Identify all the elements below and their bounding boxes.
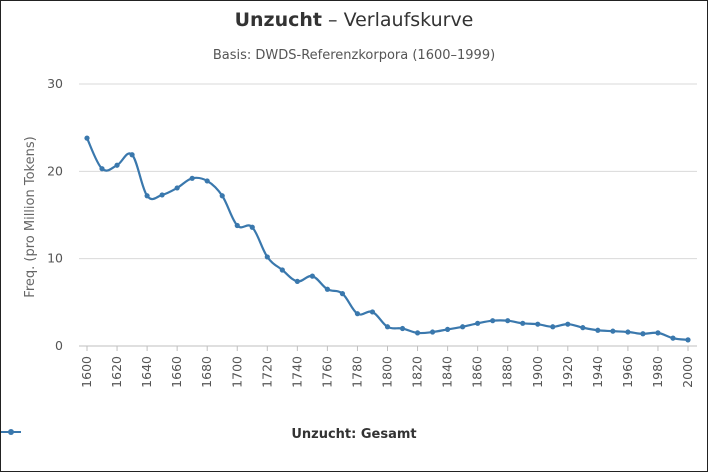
data-point[interactable] xyxy=(159,192,165,198)
x-tick-label: 1980 xyxy=(650,356,665,388)
x-tick-label: 1800 xyxy=(380,356,395,388)
grid-lines xyxy=(79,83,697,347)
data-point[interactable] xyxy=(685,337,691,343)
data-point[interactable] xyxy=(324,286,330,292)
data-point[interactable] xyxy=(475,320,481,326)
data-point[interactable] xyxy=(249,224,255,230)
y-tick-label: 0 xyxy=(55,338,63,353)
data-point[interactable] xyxy=(99,166,105,172)
x-tick-label: 1860 xyxy=(470,356,485,388)
data-point[interactable] xyxy=(369,309,376,315)
data-point[interactable] xyxy=(640,331,646,337)
y-axis-label: Freq. (pro Million Tokens) xyxy=(23,136,38,297)
series-group xyxy=(84,135,691,343)
x-tick-label: 1940 xyxy=(590,356,605,388)
x-tick-label: 1820 xyxy=(410,356,425,388)
x-tick-labels: 1600 1620 1640 1660 1680 1700 1720 1740 1760 1780… xyxy=(79,346,695,388)
data-point[interactable] xyxy=(294,278,300,284)
data-point[interactable] xyxy=(384,324,391,330)
x-tick-label: 1600 xyxy=(79,356,94,388)
data-point[interactable] xyxy=(535,321,541,327)
data-point[interactable] xyxy=(174,185,180,191)
data-point[interactable] xyxy=(114,162,120,168)
data-point[interactable] xyxy=(505,318,511,324)
data-point[interactable] xyxy=(565,321,571,327)
x-tick-label: 1640 xyxy=(139,356,154,388)
data-point[interactable] xyxy=(625,329,631,335)
y-tick-label: 30 xyxy=(47,76,63,91)
legend[interactable]: Unzucht: Gesamt xyxy=(1,427,707,442)
series-line xyxy=(86,137,689,341)
x-tick-label: 1760 xyxy=(319,356,334,388)
data-point[interactable] xyxy=(144,193,150,199)
data-point[interactable] xyxy=(460,324,466,330)
data-point[interactable] xyxy=(595,327,601,333)
data-point[interactable] xyxy=(84,135,90,141)
legend-label: Unzucht: Gesamt xyxy=(291,427,417,442)
data-point[interactable] xyxy=(610,328,616,334)
x-tick-label: 1700 xyxy=(229,356,244,388)
chart-subtitle: Basis: DWDS-Referenzkorpora (1600–1999) xyxy=(212,48,496,63)
x-tick-label: 2000 xyxy=(680,356,695,388)
data-point[interactable] xyxy=(655,330,661,336)
data-point[interactable] xyxy=(520,320,526,326)
x-tick-label: 1920 xyxy=(560,356,575,388)
chart-title: Unzucht – Verlaufskurve xyxy=(1,9,707,31)
x-tick-label: 1720 xyxy=(259,356,274,388)
x-tick-label: 1740 xyxy=(289,356,304,388)
y-tick-labels: 0 10 20 30 xyxy=(47,76,63,353)
y-tick-label: 10 xyxy=(47,251,63,266)
data-point[interactable] xyxy=(129,152,135,158)
x-tick-label: 1680 xyxy=(199,356,214,388)
title-term: Unzucht xyxy=(234,9,323,31)
data-point[interactable] xyxy=(354,311,361,317)
data-point[interactable] xyxy=(204,178,210,184)
data-point[interactable] xyxy=(234,222,240,229)
data-point[interactable] xyxy=(580,325,586,331)
x-tick-label: 1840 xyxy=(440,356,455,388)
data-point[interactable] xyxy=(399,325,406,332)
data-point[interactable] xyxy=(445,326,451,333)
legend-swatch-icon xyxy=(1,429,21,435)
x-tick-label: 1960 xyxy=(620,356,635,388)
data-point[interactable] xyxy=(670,335,676,341)
data-point[interactable] xyxy=(309,273,315,279)
x-tick-label: 1900 xyxy=(530,356,545,388)
data-point[interactable] xyxy=(490,318,496,324)
data-point[interactable] xyxy=(414,330,421,336)
y-tick-label: 20 xyxy=(47,163,63,178)
data-point[interactable] xyxy=(264,254,270,260)
data-point[interactable] xyxy=(189,175,195,181)
x-tick-label: 1620 xyxy=(109,356,124,388)
data-point[interactable] xyxy=(219,193,225,199)
title-rest: – Verlaufskurve xyxy=(322,9,474,31)
x-tick-label: 1780 xyxy=(349,356,364,388)
x-tick-label: 1880 xyxy=(500,356,515,388)
x-tick-label: 1660 xyxy=(169,356,184,388)
data-point[interactable] xyxy=(429,329,436,335)
data-point[interactable] xyxy=(279,267,285,273)
data-point[interactable] xyxy=(550,324,556,330)
data-point[interactable] xyxy=(339,291,346,297)
